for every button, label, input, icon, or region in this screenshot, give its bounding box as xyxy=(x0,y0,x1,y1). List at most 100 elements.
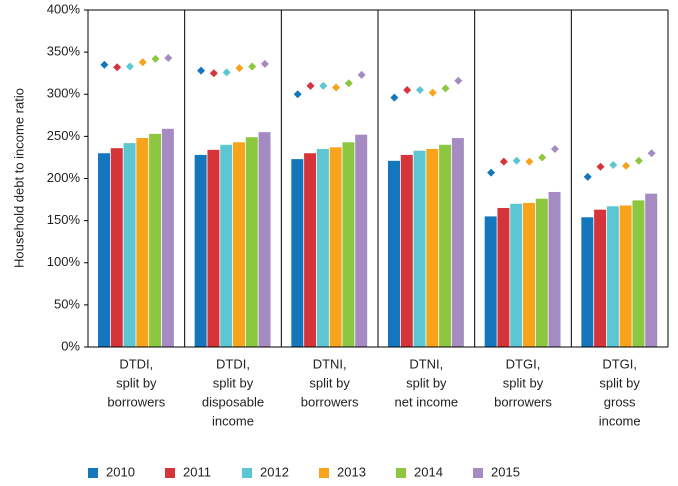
bar xyxy=(110,148,123,347)
diamond-marker xyxy=(622,161,631,170)
diamond-marker xyxy=(235,64,244,73)
y-tick-label: 300% xyxy=(47,86,81,101)
diamond-marker xyxy=(583,172,592,181)
legend-swatch xyxy=(473,468,483,478)
bar xyxy=(161,128,174,347)
x-tick-label: DTDI, xyxy=(216,356,250,371)
diamond-marker xyxy=(164,54,173,63)
y-tick-label: 0% xyxy=(61,338,80,353)
legend-label: 2015 xyxy=(491,464,520,479)
diamond-marker xyxy=(344,79,353,88)
legend-label: 2013 xyxy=(337,464,366,479)
x-tick-label: DTGI, xyxy=(506,356,541,371)
diamond-marker xyxy=(113,63,122,72)
bar xyxy=(510,203,523,347)
diamond-marker xyxy=(525,157,534,166)
bar xyxy=(304,153,317,347)
diamond-marker xyxy=(332,83,341,92)
bar xyxy=(451,138,464,347)
bar xyxy=(606,206,619,347)
bar xyxy=(484,216,497,347)
diamond-marker xyxy=(415,86,424,95)
x-tick-label: income xyxy=(599,413,641,428)
diamond-marker xyxy=(596,162,605,171)
diamond-marker xyxy=(248,62,257,71)
legend-swatch xyxy=(242,468,252,478)
diamond-marker xyxy=(441,84,450,93)
bar xyxy=(316,149,329,347)
diamond-marker xyxy=(138,58,147,67)
x-tick-label: borrowers xyxy=(301,394,359,409)
bar xyxy=(258,132,271,347)
legend-swatch xyxy=(165,468,175,478)
y-tick-label: 400% xyxy=(47,1,81,16)
diamond-marker xyxy=(550,145,559,154)
bar xyxy=(342,142,355,347)
bar xyxy=(149,133,162,347)
bar xyxy=(413,150,426,347)
bar xyxy=(355,134,368,347)
diamond-marker xyxy=(151,54,160,63)
diamond-marker xyxy=(487,168,496,177)
bar xyxy=(123,143,136,347)
x-tick-label: DTNI, xyxy=(409,356,443,371)
y-tick-label: 200% xyxy=(47,170,81,185)
bar xyxy=(233,142,245,347)
bar xyxy=(548,191,561,347)
diamond-marker xyxy=(512,156,521,165)
bar xyxy=(581,217,594,347)
bar xyxy=(400,154,413,347)
bar xyxy=(594,209,607,347)
y-tick-label: 100% xyxy=(47,254,81,269)
x-tick-label: DTGI, xyxy=(602,356,637,371)
legend-swatch xyxy=(88,468,98,478)
diamond-marker xyxy=(538,153,547,162)
bar xyxy=(194,154,207,347)
x-tick-label: DTDI, xyxy=(119,356,153,371)
diamond-marker xyxy=(647,149,656,158)
x-tick-label: split by xyxy=(309,375,350,390)
y-tick-label: 50% xyxy=(54,296,80,311)
diamond-marker xyxy=(609,161,618,170)
x-tick-label: split by xyxy=(503,375,544,390)
x-tick-label: split by xyxy=(213,375,254,390)
x-tick-label: DTNI, xyxy=(313,356,347,371)
y-axis-label: Household debt to income ratio xyxy=(11,88,26,268)
y-tick-label: 150% xyxy=(47,212,81,227)
bar xyxy=(439,144,452,347)
diamond-marker xyxy=(390,93,399,102)
diamond-marker xyxy=(260,59,269,68)
x-tick-label: net income xyxy=(395,394,459,409)
diamond-marker xyxy=(197,66,206,75)
bar xyxy=(388,160,400,347)
bar xyxy=(329,147,342,347)
y-tick-label: 250% xyxy=(47,128,81,143)
diamond-marker xyxy=(634,156,643,165)
diamond-marker xyxy=(499,157,508,166)
diamond-marker xyxy=(100,60,109,69)
x-tick-label: split by xyxy=(599,375,640,390)
x-tick-label: gross xyxy=(604,394,636,409)
y-tick-label: 350% xyxy=(47,44,81,59)
diamond-marker xyxy=(222,68,231,77)
diamond-marker xyxy=(319,81,328,90)
x-tick-label: split by xyxy=(406,375,447,390)
legend-label: 2014 xyxy=(414,464,443,479)
x-tick-label: income xyxy=(212,413,254,428)
diamond-marker xyxy=(293,90,302,99)
bar xyxy=(523,202,535,347)
diamond-marker xyxy=(125,62,134,71)
diamond-marker xyxy=(454,76,463,85)
x-tick-label: borrowers xyxy=(494,394,552,409)
bar xyxy=(245,137,258,347)
x-tick-label: borrowers xyxy=(107,394,165,409)
legend-label: 2012 xyxy=(260,464,289,479)
diamond-marker xyxy=(428,88,437,97)
diamond-marker xyxy=(306,81,315,90)
bar xyxy=(207,149,220,347)
diamond-marker xyxy=(403,86,412,95)
bar xyxy=(426,149,439,347)
diamond-marker xyxy=(209,69,218,78)
bar xyxy=(632,200,645,347)
bar xyxy=(98,153,110,347)
